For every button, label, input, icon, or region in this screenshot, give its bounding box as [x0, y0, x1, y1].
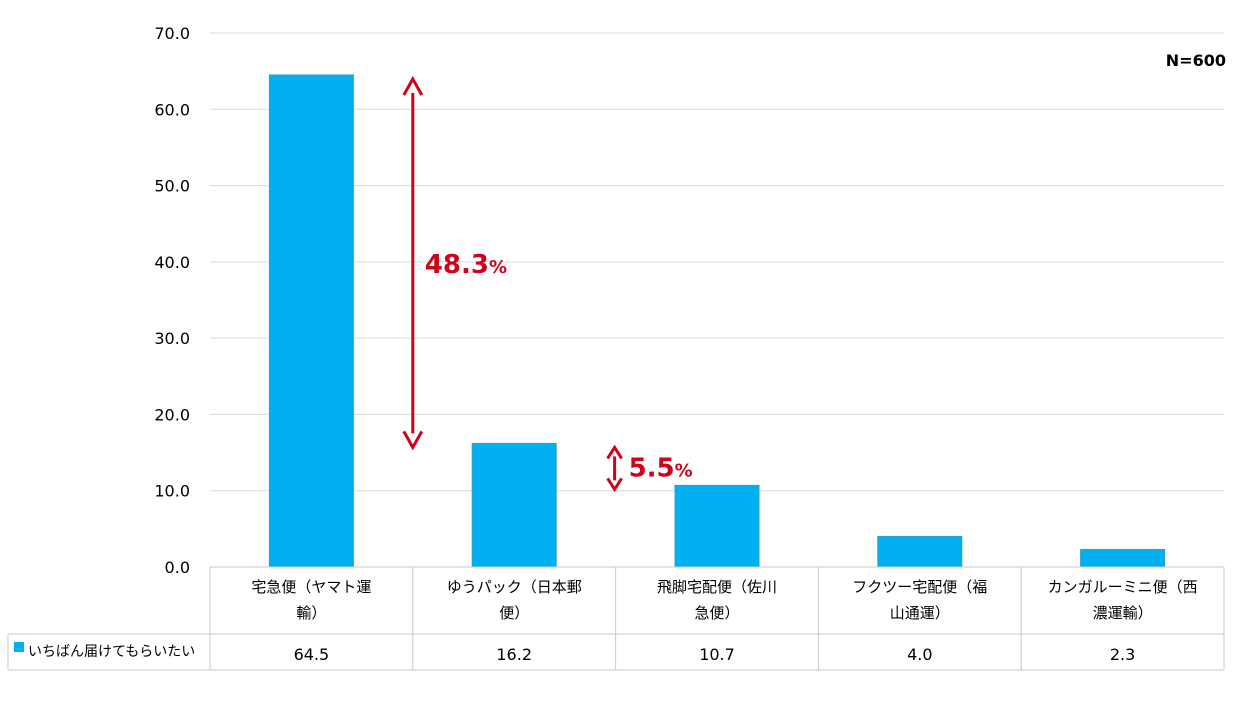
category-label: フクツー宅配便（福山通運） — [852, 578, 987, 622]
difference-label: 5.5% — [629, 453, 693, 483]
data-value-label: 2.3 — [1110, 645, 1135, 664]
y-tick-label: 50.0 — [154, 177, 190, 196]
data-value-label: 16.2 — [496, 645, 532, 664]
y-tick-label: 40.0 — [154, 253, 190, 272]
y-axis: 0.0 10.0 20.0 30.0 40.0 50.0 60.0 70.0 — [154, 24, 190, 577]
difference-value: 5.5 — [629, 453, 675, 483]
data-value-label: 10.7 — [699, 645, 735, 664]
difference-label: 48.3% — [425, 250, 507, 280]
legend-swatch — [14, 642, 24, 652]
data-value-label: 64.5 — [294, 645, 330, 664]
bar — [1080, 548, 1166, 568]
arrow-head — [402, 430, 424, 451]
category-label-line: 宅急便（ヤマト運 — [251, 578, 371, 596]
bar — [471, 442, 557, 568]
category-label-line: 急便） — [694, 604, 739, 622]
annotations: 48.3%5.5% — [402, 75, 693, 493]
category-label: 飛脚宅配便（佐川急便） — [657, 578, 777, 622]
difference-unit: % — [489, 257, 507, 278]
bar — [268, 74, 354, 568]
arrow-head — [606, 477, 623, 493]
category-label: ゆうパック（日本郵便） — [447, 578, 582, 622]
data-table: 宅急便（ヤマト運輸） ゆうパック（日本郵便） 飛脚宅配便（佐川急便） フクツー宅配便（… — [7, 566, 1225, 671]
y-tick-label: 30.0 — [154, 329, 190, 348]
y-tick-label: 20.0 — [154, 405, 190, 424]
difference-value: 48.3 — [425, 250, 489, 280]
category-label-line: 便） — [499, 604, 529, 622]
legend-label: いちばん届けてもらいたい — [28, 644, 195, 660]
category-label-line: ゆうパック（日本郵 — [447, 578, 582, 596]
category-label-line: カンガルーミニ便（西 — [1048, 578, 1198, 596]
bars — [268, 74, 1166, 568]
bar — [674, 484, 760, 568]
arrow-head — [402, 75, 424, 96]
y-tick-label: 60.0 — [154, 100, 190, 119]
difference-unit: % — [675, 460, 693, 481]
arrow-head — [606, 444, 623, 460]
y-tick-label: 70.0 — [154, 24, 190, 43]
sample-size-note: N=600 — [1166, 51, 1226, 70]
data-value-label: 4.0 — [907, 645, 932, 664]
category-label-line: フクツー宅配便（福 — [852, 578, 987, 596]
category-label: 宅急便（ヤマト運輸） — [251, 578, 371, 622]
y-tick-label: 10.0 — [154, 482, 190, 501]
gridlines — [210, 32, 1224, 568]
bar — [877, 535, 963, 568]
category-label: カンガルーミニ便（西濃運輸） — [1048, 578, 1198, 622]
category-label-line: 飛脚宅配便（佐川 — [657, 578, 777, 596]
category-label-line: 山通運） — [890, 604, 950, 622]
category-label-line: 濃運輸） — [1093, 604, 1153, 622]
category-label-line: 輸） — [296, 604, 326, 622]
y-tick-label: 0.0 — [165, 558, 190, 577]
